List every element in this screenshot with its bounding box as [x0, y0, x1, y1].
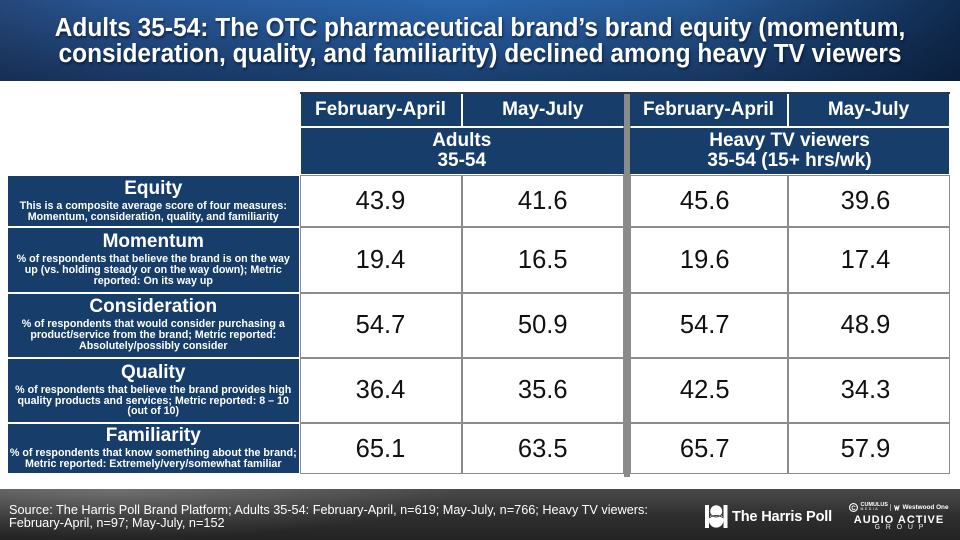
svg-text:C: C	[852, 506, 857, 512]
